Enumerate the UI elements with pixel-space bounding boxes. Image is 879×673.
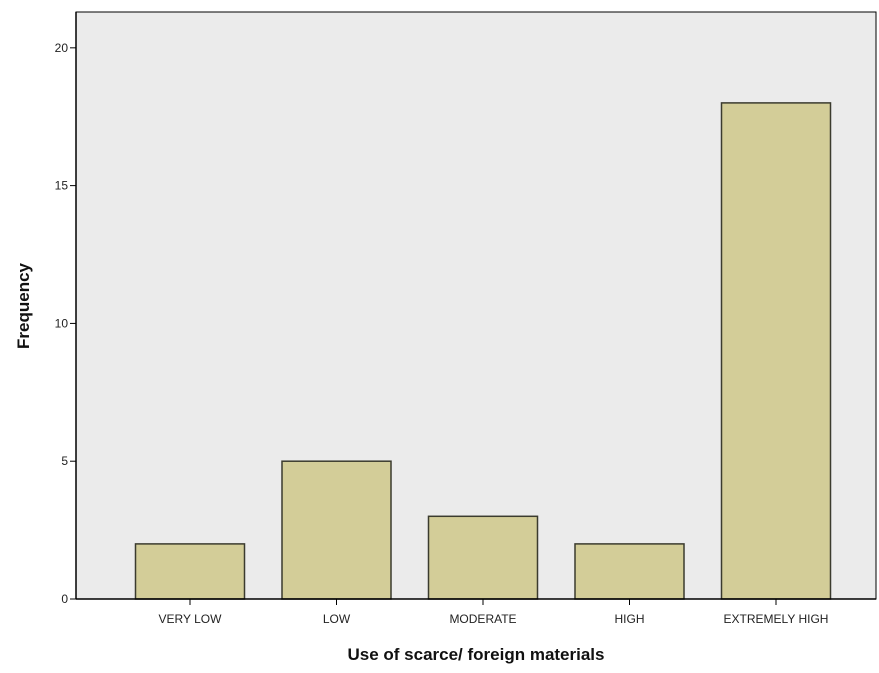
bar-low [281, 460, 392, 600]
y-axis-title: Frequency [14, 262, 33, 349]
y-tick-label: 5 [61, 454, 68, 468]
x-tick-label: VERY LOW [159, 612, 223, 626]
y-tick-label: 0 [61, 592, 68, 606]
x-tick-label: MODERATE [449, 612, 516, 626]
y-tick-label: 15 [55, 179, 69, 193]
x-axis-title: Use of scarce/ foreign materials [347, 645, 604, 664]
x-axis-ticks: VERY LOW LOW MODERATE HIGH EXTREMELY HIGH [159, 599, 829, 626]
bar-extremely-high [720, 102, 832, 600]
x-tick-label: LOW [323, 612, 351, 626]
x-tick-label: HIGH [615, 612, 645, 626]
y-axis-ticks: 0 5 10 15 20 [55, 41, 76, 606]
y-tick-label: 10 [55, 316, 69, 330]
y-tick-label: 20 [55, 41, 69, 55]
bar-moderate [427, 515, 539, 600]
x-tick-label: EXTREMELY HIGH [724, 612, 829, 626]
bar-high [574, 543, 685, 600]
bar-very-low [134, 543, 246, 600]
bars-group [134, 102, 832, 600]
